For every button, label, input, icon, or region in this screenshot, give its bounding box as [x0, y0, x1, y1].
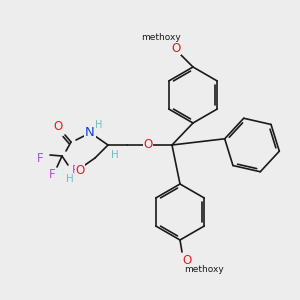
- Text: F: F: [37, 152, 43, 164]
- Text: O: O: [143, 139, 153, 152]
- Text: O: O: [171, 41, 181, 55]
- Text: H: H: [95, 120, 103, 130]
- Text: H: H: [66, 174, 74, 184]
- Text: H: H: [111, 150, 119, 160]
- Text: O: O: [182, 254, 192, 266]
- Text: F: F: [49, 167, 55, 181]
- Text: N: N: [85, 125, 95, 139]
- Text: O: O: [75, 164, 85, 176]
- Text: O: O: [53, 121, 63, 134]
- Text: methoxy: methoxy: [184, 266, 224, 274]
- Text: methoxy: methoxy: [141, 34, 181, 43]
- Text: F: F: [72, 164, 78, 176]
